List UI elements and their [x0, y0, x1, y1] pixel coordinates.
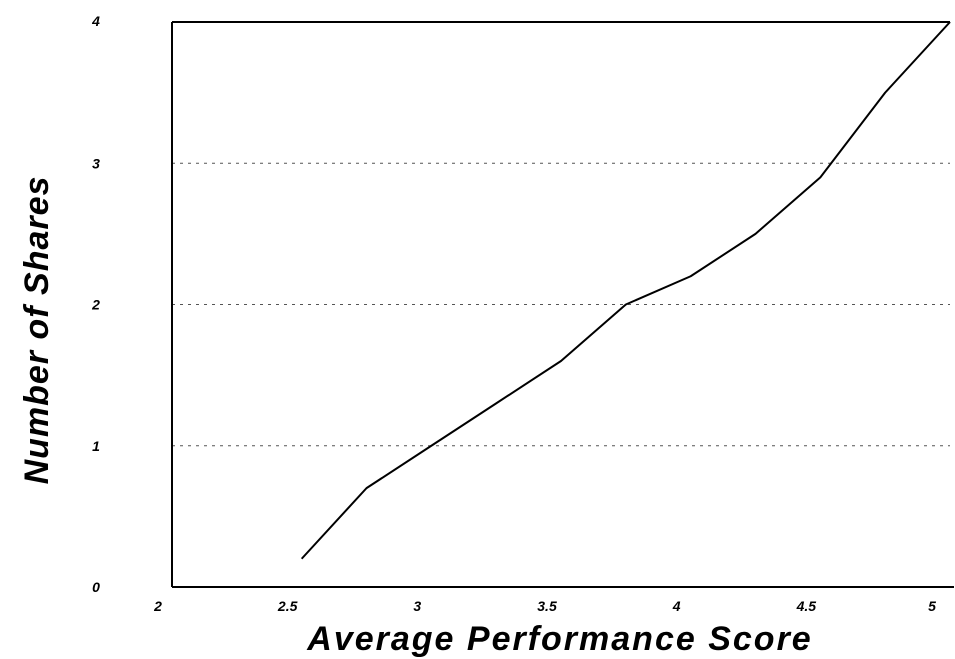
x-axis-label: Average Performance Score — [306, 620, 812, 658]
x-tick-label: 2 — [153, 598, 162, 614]
y-tick-label: 4 — [91, 13, 100, 29]
axes — [171, 21, 954, 588]
x-tick-labels: 2 2.5 3 3.5 4 4.5 5 — [153, 598, 936, 614]
y-tick-label: 3 — [92, 155, 100, 171]
y-axis-label: Number of Shares — [18, 176, 56, 485]
series-line-0 — [300, 21, 951, 560]
x-tick-label: 4.5 — [796, 598, 817, 614]
grid-lines — [172, 162, 950, 447]
x-tick-label: 2.5 — [277, 598, 298, 614]
series-group — [300, 21, 951, 560]
y-tick-label: 2 — [91, 297, 100, 313]
x-tick-label: 4 — [672, 598, 681, 614]
x-tick-label: 3 — [413, 598, 421, 614]
x-tick-label: 5 — [928, 598, 936, 614]
x-tick-label: 3.5 — [537, 598, 557, 614]
y-tick-labels: 0 1 2 3 4 — [91, 13, 100, 595]
y-tick-label: 1 — [92, 438, 100, 454]
y-tick-label: 0 — [92, 579, 100, 595]
